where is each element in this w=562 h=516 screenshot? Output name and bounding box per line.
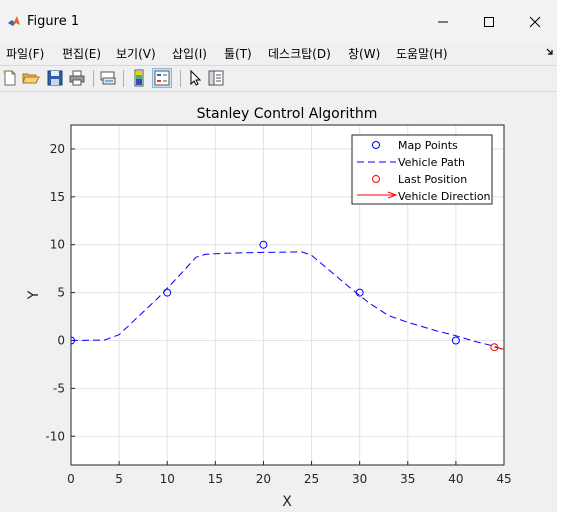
toolbar-separator — [93, 70, 94, 87]
background-edge — [557, 0, 562, 512]
y-tick-label: 15 — [50, 190, 65, 204]
menu-file[interactable]: 파일(F) — [6, 47, 45, 61]
legend-button[interactable] — [152, 68, 172, 88]
colorbar-icon[interactable] — [131, 69, 149, 87]
axes-box — [70, 124, 505, 466]
y-axis-label: Y — [26, 290, 42, 300]
legend-vehicle-path-label: Vehicle Path — [398, 156, 465, 169]
toolbar-separator — [180, 70, 181, 87]
y-tick-label: 20 — [50, 142, 65, 156]
maximize-icon — [484, 17, 494, 27]
y-tick-label: -5 — [53, 381, 65, 395]
x-tick-label: 25 — [304, 472, 319, 486]
map-point-marker — [71, 336, 75, 345]
legend-box — [351, 134, 493, 205]
open-file-icon[interactable] — [22, 69, 40, 87]
link-icon[interactable] — [99, 69, 117, 87]
menu-bar: 파일(F) 편집(E) 보기(V) 삽입(I) 툴(T) 데스크탑(D) 창(W… — [0, 42, 557, 64]
legend-vehicle-direction-label: Vehicle Direction — [398, 190, 491, 203]
legend-map-points-label: Map Points — [398, 139, 458, 152]
figure-toolbar — [0, 65, 557, 92]
close-icon — [529, 16, 541, 28]
property-editor-icon[interactable] — [207, 69, 225, 87]
minimize-button[interactable] — [420, 6, 466, 38]
series-layer — [71, 240, 504, 352]
x-tick-label: 0 — [67, 472, 75, 486]
legend-arrow-head — [387, 191, 398, 199]
x-tick-label: 20 — [256, 472, 271, 486]
last-position-marker — [490, 343, 499, 352]
x-tick-label: 45 — [496, 472, 511, 486]
y-tick-label: 10 — [50, 238, 65, 252]
title-bar: Figure 1 — [0, 0, 557, 42]
map-point-marker — [451, 336, 460, 345]
figure-canvas: Stanley Control Algorithm 0 5 10 15 20 25 30 35… — [0, 92, 557, 512]
legend-map-points-marker — [372, 141, 380, 149]
plot-series-group — [71, 240, 504, 352]
maximize-button[interactable] — [466, 6, 512, 38]
y-tick-label: -10 — [45, 429, 65, 443]
menu-view[interactable]: 보기(V) — [116, 47, 156, 61]
print-icon[interactable] — [68, 69, 86, 87]
x-tick-label: 10 — [160, 472, 175, 486]
menu-edit[interactable]: 편집(E) — [62, 47, 102, 61]
menu-desktop[interactable]: 데스크탑(D) — [268, 47, 331, 61]
menu-insert[interactable]: 삽입(I) — [172, 47, 207, 61]
x-axis: 0 5 10 15 20 25 30 35 40 45 — [67, 461, 512, 486]
x-axis-label: X — [282, 494, 292, 510]
x-tick-label: 40 — [448, 472, 463, 486]
menu-window[interactable]: 창(W) — [348, 47, 381, 61]
new-figure-icon[interactable] — [1, 69, 19, 87]
menu-overflow-arrow-icon[interactable] — [545, 47, 555, 57]
legend-last-position-marker — [372, 175, 380, 183]
plot-svg: Stanley Control Algorithm 0 5 10 15 20 25 30 35… — [26, 106, 512, 510]
legend-icon — [154, 70, 170, 86]
y-tick-label: 0 — [57, 333, 65, 347]
minimize-icon — [438, 21, 448, 23]
x-tick-label: 30 — [352, 472, 367, 486]
menu-help[interactable]: 도움말(H) — [396, 47, 448, 61]
chart-title: Stanley Control Algorithm — [197, 106, 378, 122]
matlab-logo-icon — [8, 16, 20, 26]
toolbar-separator — [123, 70, 124, 87]
grid-lines — [70, 125, 505, 465]
legend-last-position-label: Last Position — [398, 173, 467, 186]
map-point-marker — [163, 288, 172, 297]
x-tick-label: 5 — [115, 472, 123, 486]
map-point-marker — [259, 240, 268, 249]
close-button[interactable] — [512, 6, 558, 38]
y-axis: -10 -5 0 5 10 15 20 — [45, 142, 75, 443]
map-point-marker — [355, 288, 364, 297]
pointer-icon[interactable] — [186, 69, 204, 87]
save-icon[interactable] — [46, 69, 64, 87]
legend[interactable]: Map Points Vehicle Path Last Position Ve… — [351, 134, 493, 205]
vehicle-path-line — [71, 251, 504, 351]
menu-tools[interactable]: 툴(T) — [224, 47, 252, 61]
y-tick-label: 5 — [57, 286, 65, 300]
window-title: Figure 1 — [27, 14, 80, 29]
vehicle-direction-arrow — [494, 346, 504, 350]
x-tick-label: 15 — [208, 472, 223, 486]
x-tick-label: 35 — [400, 472, 415, 486]
